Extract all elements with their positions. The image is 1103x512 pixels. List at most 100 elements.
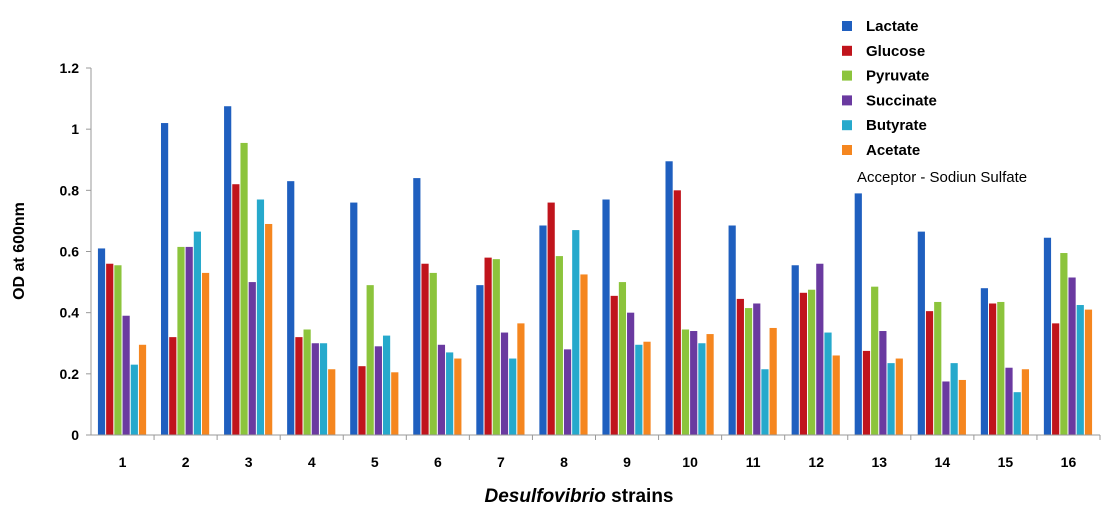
- bar-lactate-7: [476, 285, 484, 435]
- x-tick-label: 12: [808, 454, 824, 470]
- bar-succinate-11: [753, 303, 761, 435]
- legend-label-pyruvate: Pyruvate: [866, 68, 929, 85]
- bar-acetate-6: [454, 358, 462, 435]
- bar-succinate-15: [1005, 367, 1013, 435]
- bar-pyruvate-8: [555, 256, 563, 435]
- bar-lactate-3: [224, 106, 232, 435]
- bar-succinate-7: [500, 332, 509, 435]
- bar-butyrate-8: [572, 230, 580, 435]
- y-ticks-group: 0 0.2 0.4 0.6 0.8 1 1.2: [60, 60, 91, 443]
- bar-lactate-14: [917, 231, 925, 435]
- bar-succinate-12: [816, 263, 824, 435]
- bar-lactate-15: [980, 288, 989, 435]
- x-ticks-group: 1 2 3 4 5 6 7 8 9 10 11 12 13 14 15 16: [119, 435, 1101, 470]
- legend-label-acetate: Acetate: [866, 142, 920, 159]
- x-tick-label: 6: [434, 454, 442, 470]
- bar-butyrate-13: [887, 363, 895, 435]
- legend-swatch-butyrate: [842, 120, 852, 131]
- bar-acetate-5: [391, 372, 399, 435]
- bar-lactate-4: [287, 181, 295, 435]
- y-tick-label: 1: [71, 121, 79, 137]
- bar-lactate-9: [602, 199, 610, 435]
- bar-pyruvate-9: [618, 282, 627, 435]
- bar-pyruvate-4: [303, 329, 311, 435]
- bar-lactate-13: [854, 193, 862, 435]
- bar-butyrate-6: [446, 352, 454, 435]
- legend-swatch-glucose: [842, 45, 852, 56]
- bar-glucose-6: [421, 263, 429, 435]
- x-tick-label: 9: [623, 454, 631, 470]
- y-tick-label: 0.4: [60, 305, 80, 321]
- bar-butyrate-7: [509, 358, 517, 435]
- bar-pyruvate-6: [429, 272, 437, 435]
- x-tick-label: 7: [497, 454, 505, 470]
- bar-acetate-9: [643, 341, 651, 435]
- bar-acetate-7: [517, 323, 525, 435]
- legend-swatch-pyruvate: [842, 70, 852, 81]
- bar-succinate-5: [374, 346, 382, 435]
- y-tick-label: 0.6: [60, 244, 80, 260]
- bars-group: [97, 106, 1093, 436]
- x-tick-label: 15: [998, 454, 1014, 470]
- legend-label-lactate: Lactate: [866, 18, 919, 35]
- bar-lactate-10: [665, 161, 673, 435]
- bar-acetate-4: [328, 369, 336, 435]
- bar-succinate-14: [942, 381, 950, 435]
- x-tick-label: 8: [560, 454, 568, 470]
- bar-pyruvate-14: [934, 301, 942, 435]
- bar-lactate-6: [413, 178, 421, 435]
- bar-succinate-4: [311, 343, 319, 435]
- bar-butyrate-5: [382, 335, 391, 435]
- y-tick-label: 0: [71, 427, 79, 443]
- bar-butyrate-12: [824, 332, 832, 435]
- bar-lactate-5: [350, 202, 358, 435]
- bar-acetate-1: [138, 344, 147, 435]
- bar-pyruvate-13: [871, 286, 879, 435]
- y-tick-label: 1.2: [60, 60, 80, 76]
- bar-butyrate-3: [256, 199, 265, 435]
- bar-succinate-9: [627, 312, 635, 435]
- bar-pyruvate-16: [1060, 253, 1068, 435]
- bar-glucose-9: [610, 295, 618, 435]
- bar-acetate-14: [958, 379, 966, 435]
- bar-acetate-8: [580, 274, 588, 435]
- chart-annotation: Acceptor - Sodiun Sulfate: [857, 169, 1027, 186]
- bar-succinate-1: [122, 315, 130, 435]
- bar-glucose-4: [295, 337, 303, 435]
- bar-glucose-5: [358, 366, 366, 435]
- legend-label-butyrate: Butyrate: [866, 117, 927, 134]
- legend: Lactate Glucose Pyruvate Succinate Butyrate A…: [842, 18, 937, 159]
- bar-pyruvate-1: [114, 265, 122, 435]
- x-axis-label-rest: strains: [606, 486, 674, 507]
- bar-succinate-3: [248, 282, 256, 435]
- bar-butyrate-1: [130, 364, 138, 435]
- bar-butyrate-2: [193, 231, 201, 435]
- bar-glucose-14: [925, 311, 934, 435]
- bar-pyruvate-2: [177, 246, 185, 435]
- bar-glucose-7: [484, 257, 492, 435]
- bar-acetate-16: [1084, 309, 1093, 435]
- bar-glucose-3: [232, 184, 240, 435]
- bar-succinate-8: [563, 349, 572, 435]
- y-axis-label: OD at 600nm: [11, 202, 28, 300]
- x-tick-label: 10: [682, 454, 698, 470]
- bar-pyruvate-5: [366, 285, 374, 435]
- bar-butyrate-15: [1013, 392, 1021, 435]
- bar-glucose-13: [862, 350, 871, 435]
- bar-acetate-3: [265, 223, 273, 435]
- x-tick-label: 4: [308, 454, 316, 470]
- bar-acetate-2: [201, 272, 210, 435]
- x-tick-label: 11: [746, 454, 761, 470]
- bar-butyrate-9: [635, 344, 643, 435]
- y-tick-label: 0.2: [60, 366, 80, 382]
- bar-lactate-11: [728, 225, 736, 435]
- bar-butyrate-4: [319, 343, 328, 435]
- legend-swatch-acetate: [842, 145, 852, 155]
- bar-butyrate-16: [1076, 305, 1084, 435]
- x-tick-label: 2: [182, 454, 190, 470]
- bar-pyruvate-11: [744, 308, 753, 435]
- bar-glucose-11: [736, 298, 744, 435]
- x-axis-label-italic: Desulfovibrio: [485, 486, 606, 507]
- bar-succinate-16: [1068, 277, 1076, 435]
